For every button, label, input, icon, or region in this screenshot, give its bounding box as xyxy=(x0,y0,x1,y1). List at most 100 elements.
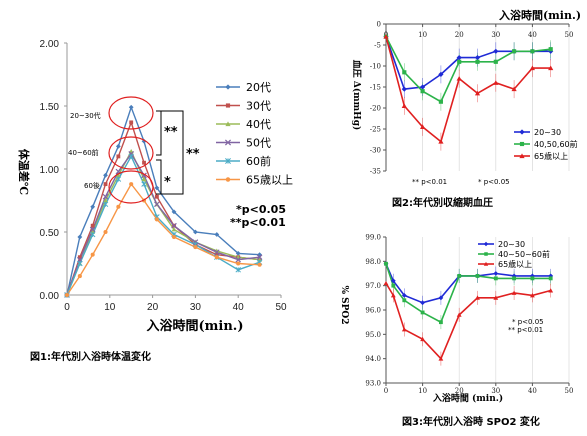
chart1-data-point xyxy=(154,201,160,208)
chart2-caption: 図2:年代別収縮期血圧 xyxy=(392,196,493,209)
chart1-data-point xyxy=(77,234,83,240)
chart1-data-point xyxy=(89,226,96,233)
chart2-data-point xyxy=(401,86,407,92)
chart1-x-tick-label: 20 xyxy=(147,302,159,313)
chart1-x-tick-label: 30 xyxy=(190,302,202,313)
chart3-data-point xyxy=(512,276,517,281)
chart1-circle-40-60 xyxy=(108,136,154,170)
chart1-data-point xyxy=(64,292,70,298)
chart1-legend-marker xyxy=(224,139,232,146)
chart1-data-point xyxy=(171,209,177,215)
chart1-sig-2: ** xyxy=(186,147,200,162)
chart1-data-point xyxy=(77,255,82,260)
chart1-y-tick-label: 1.00 xyxy=(40,165,60,176)
chart3-legend-marker xyxy=(483,241,489,247)
chart1-y-tick-label: 2.00 xyxy=(40,39,60,50)
chart3-x-tick-label: 20 xyxy=(455,387,464,395)
chart1-data-point xyxy=(213,249,220,255)
chart3-series-line xyxy=(385,263,551,324)
chart3-data-point xyxy=(420,300,425,306)
chart1-data-point xyxy=(154,217,159,222)
chart2-data-point xyxy=(402,70,407,75)
chart3-data-point xyxy=(383,280,389,286)
chart2-pvalue-1: ** p<0.01 xyxy=(412,178,447,186)
chart1-legend-label: 50代 xyxy=(246,137,271,150)
chart3-pvalue-1: * p<0.05 xyxy=(512,318,544,326)
chart1-data-point xyxy=(154,194,159,199)
chart2-y-tick-label: -35 xyxy=(370,168,381,176)
chart1-data-point xyxy=(193,229,198,235)
chart3-legend-label: 20~30 xyxy=(498,240,525,249)
chart1-data-point xyxy=(214,255,219,260)
chart1-data-point xyxy=(154,185,160,191)
chart3-caption: 図3:年代別入浴時 SPO2 変化 xyxy=(402,415,540,428)
chart2-y-tick-label: -15 xyxy=(370,84,381,92)
chart3-x-tick-label: 30 xyxy=(491,387,500,395)
chart1-legend: 20代 30代 40代 50代 60前 65歳以上 xyxy=(216,81,293,187)
chart1-pvalue-1: *p<0.05 xyxy=(236,203,286,216)
chart2-legend-label: 40,50,60前 xyxy=(534,139,578,149)
chart3-data-point xyxy=(548,276,553,281)
chart3-y-axis-label: % SPO2 xyxy=(339,285,349,324)
chart1-y-tick-label: 0.50 xyxy=(40,228,60,239)
chart1-data-point xyxy=(103,172,108,178)
chart1-data-point xyxy=(115,176,122,182)
chart1-data-point xyxy=(214,252,219,257)
chart1-data-point xyxy=(128,104,134,110)
chart1-y-tick-label: 1.50 xyxy=(40,102,60,113)
chart3-data-point xyxy=(475,295,480,300)
chart2-data-point xyxy=(438,99,443,104)
chart1-legend-marker xyxy=(225,84,231,90)
chart3-y-tick-label: 97.0 xyxy=(365,282,381,290)
chart3-data-point xyxy=(420,310,425,315)
chart1-data-point xyxy=(115,143,121,149)
chart1-data-point xyxy=(257,262,262,267)
chart1-data-point xyxy=(129,182,134,187)
chart-blood-pressure: 0-5-10-15-20-25-30-3501020304050 入浴時間(mi… xyxy=(351,8,581,209)
chart2-x-tick-label: 10 xyxy=(418,31,427,39)
chart2-data-point xyxy=(512,49,517,54)
chart1-data-point xyxy=(193,245,198,250)
chart1-legend-label: 30代 xyxy=(246,100,271,113)
chart3-data-point xyxy=(548,288,554,293)
chart1-sig-1: ** xyxy=(164,125,178,140)
chart2-legend-marker xyxy=(519,129,525,135)
chart3-y-tick-label: 93.0 xyxy=(365,380,381,388)
chart2-data-point xyxy=(548,47,553,52)
chart2-x-tick-label: 20 xyxy=(455,31,464,39)
chart2-data-point xyxy=(401,103,407,108)
chart2-data-point xyxy=(438,139,444,144)
chart3-data-point xyxy=(457,274,462,278)
chart1-annotation-20-30: 20~30代 xyxy=(70,111,101,120)
chart1-data-point xyxy=(171,227,177,232)
chart3-data-point xyxy=(390,278,396,284)
chart2-x-axis-label: 入浴時間(min.) xyxy=(499,8,581,22)
chart1-data-point xyxy=(102,201,109,208)
chart2-y-tick-label: 0 xyxy=(377,21,381,29)
chart2-pvalue-2: * p<0.05 xyxy=(478,178,510,186)
chart1-data-point xyxy=(236,261,241,266)
chart1-x-tick-label: 0 xyxy=(64,302,70,313)
chart3-data-point xyxy=(384,261,388,266)
chart3-y-tick-label: 99.0 xyxy=(365,234,381,242)
chart3-data-point xyxy=(401,327,407,332)
chart2-y-tick-label: -10 xyxy=(370,63,381,71)
chart2-legend-label: 65歳以上 xyxy=(534,151,568,161)
chart1-data-point xyxy=(77,260,83,267)
chart1-data-point xyxy=(102,193,109,200)
chart1-x-tick-label: 40 xyxy=(233,302,245,313)
chart1-data-point xyxy=(90,204,96,210)
chart1-data-point xyxy=(142,160,146,165)
chart1-sig-3: * xyxy=(164,175,171,190)
chart3-data-point xyxy=(493,295,499,300)
chart1-legend-marker xyxy=(225,158,231,164)
chart1-data-point xyxy=(90,223,95,228)
chart2-data-point xyxy=(438,71,444,77)
chart2-y-tick-label: -20 xyxy=(370,105,381,113)
chart3-y-tick-label: 96.0 xyxy=(365,307,381,315)
chart1-legend-marker xyxy=(225,177,231,182)
chart2-x-tick-label: 30 xyxy=(491,31,500,39)
chart3-data-point xyxy=(493,271,499,276)
chart1-legend-label: 65歳以上 xyxy=(246,174,293,187)
